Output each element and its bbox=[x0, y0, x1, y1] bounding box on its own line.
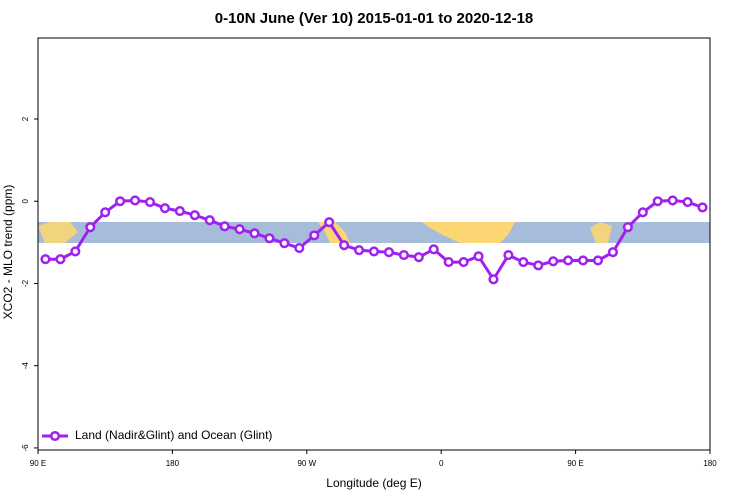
x-axis-label: Longitude (deg E) bbox=[326, 476, 421, 490]
point bbox=[354, 245, 365, 256]
point bbox=[398, 250, 409, 261]
point bbox=[413, 252, 424, 263]
y-tick-label: -6 bbox=[21, 444, 30, 452]
point bbox=[324, 217, 335, 228]
point bbox=[652, 196, 663, 207]
point bbox=[70, 246, 81, 257]
legend-marker bbox=[49, 430, 61, 442]
point bbox=[174, 206, 185, 217]
point bbox=[159, 203, 170, 214]
point bbox=[428, 244, 439, 255]
point bbox=[607, 247, 618, 258]
point bbox=[40, 254, 51, 265]
point bbox=[682, 197, 693, 208]
point bbox=[219, 221, 230, 232]
point bbox=[622, 222, 633, 233]
point bbox=[637, 207, 648, 218]
x-tick-label: 90 W bbox=[297, 459, 316, 468]
x-tick-label: 90 E bbox=[567, 459, 583, 468]
point bbox=[518, 257, 529, 268]
point bbox=[578, 255, 589, 266]
point bbox=[249, 228, 260, 239]
plot-frame bbox=[37, 37, 711, 451]
x-tick-label: 0 bbox=[439, 459, 444, 468]
map-strip bbox=[38, 222, 710, 243]
y-tick-label: 0 bbox=[21, 198, 30, 203]
point bbox=[130, 195, 141, 206]
x-tick-label: 90 E bbox=[30, 459, 46, 468]
y-tick-label: -2 bbox=[21, 279, 30, 287]
point bbox=[368, 246, 380, 257]
point bbox=[488, 274, 499, 285]
point bbox=[309, 230, 320, 241]
point bbox=[115, 196, 126, 207]
point bbox=[234, 224, 245, 235]
point bbox=[85, 222, 96, 233]
point bbox=[100, 207, 111, 218]
point bbox=[383, 247, 394, 258]
point bbox=[189, 210, 200, 221]
point bbox=[592, 255, 604, 266]
point bbox=[473, 251, 484, 262]
y-tick-label: -4 bbox=[21, 362, 30, 370]
point bbox=[548, 256, 559, 267]
point bbox=[294, 243, 305, 254]
point bbox=[697, 202, 708, 213]
chart-title: 0-10N June (Ver 10) 2015-01-01 to 2020-1… bbox=[215, 10, 534, 27]
legend-label: Land (Nadir&Glint) and Ocean (Glint) bbox=[75, 428, 272, 442]
point bbox=[503, 250, 514, 261]
point bbox=[667, 195, 678, 206]
y-tick-label: 2 bbox=[21, 116, 30, 121]
point bbox=[204, 215, 215, 226]
point bbox=[264, 233, 275, 244]
point bbox=[563, 255, 574, 266]
point bbox=[339, 240, 350, 251]
point bbox=[55, 254, 66, 265]
point bbox=[443, 257, 454, 268]
point bbox=[144, 197, 156, 208]
point bbox=[279, 238, 290, 249]
x-tick-label: 180 bbox=[703, 459, 717, 468]
point bbox=[458, 257, 469, 268]
point bbox=[533, 260, 544, 271]
x-tick-label: 180 bbox=[166, 459, 180, 468]
y-axis-label: XCO2 - MLO trend (ppm) bbox=[1, 185, 15, 320]
